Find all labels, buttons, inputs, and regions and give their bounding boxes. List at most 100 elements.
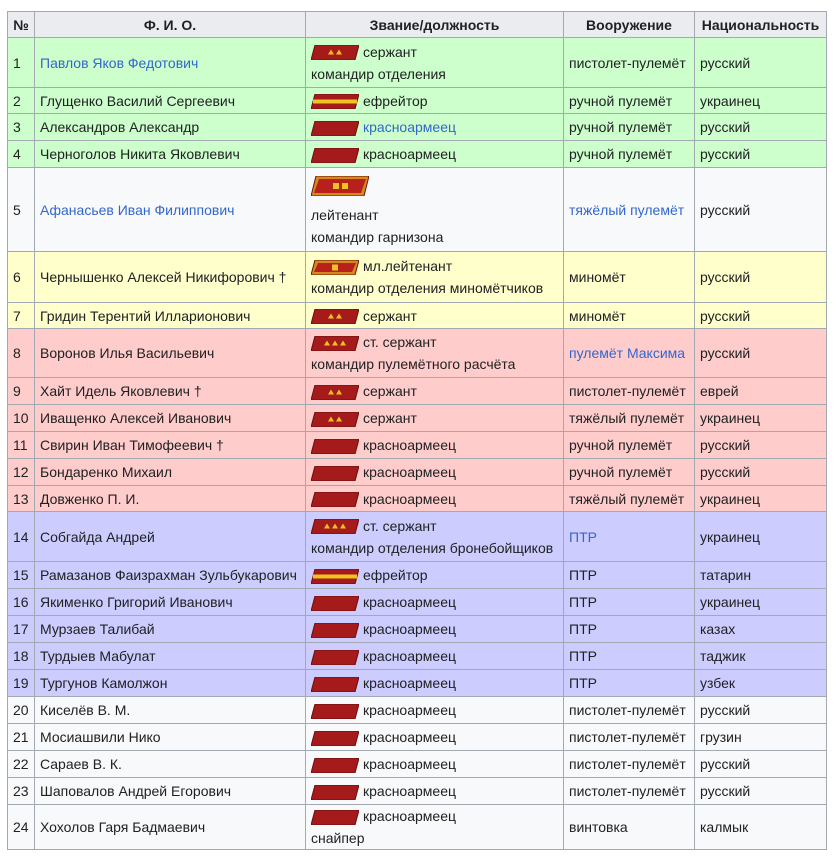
- column-header: №: [7, 11, 35, 38]
- name-cell: Мосиашвили Нико: [34, 723, 306, 751]
- name-cell: Глущенко Василий Сергеевич: [34, 87, 306, 114]
- weapon-cell: ручной пулемёт: [563, 113, 695, 141]
- rank-insignia: [310, 411, 360, 428]
- nationality: русский: [694, 777, 827, 805]
- rank-insignia: [310, 44, 360, 61]
- soldier-name: Тургунов Камолжон: [40, 675, 168, 691]
- weapon: пистолет-пулемёт: [569, 383, 686, 399]
- soldier-name: Глущенко Василий Сергеевич: [40, 92, 236, 109]
- soldier-name[interactable]: Афанасьев Иван Филиппович: [40, 201, 235, 218]
- column-header: Звание/должность: [305, 11, 564, 38]
- rank-cell: сержант командир отделения: [305, 37, 564, 88]
- weapon-cell: ручной пулемёт: [563, 458, 695, 486]
- row-number: 10: [7, 404, 35, 432]
- rank: красноармеец: [363, 808, 457, 824]
- nationality: русский: [694, 251, 827, 303]
- rank: мл.лейтенант: [363, 258, 453, 274]
- rank-cell: красноармеец: [305, 723, 564, 751]
- rank-insignia: [311, 175, 369, 196]
- rank-line: сержант: [310, 41, 558, 63]
- row-number: 22: [7, 750, 35, 778]
- rank: красноармеец: [363, 729, 457, 745]
- weapon-cell: ручной пулемёт: [563, 431, 695, 459]
- table-row: 19 Тургунов Камолжон красноармеец ПТР узбек: [7, 669, 827, 697]
- weapon: винтовка: [569, 819, 628, 835]
- rank: красноармеец: [363, 464, 457, 480]
- row-number: 12: [7, 458, 35, 486]
- rank-insignia: [310, 622, 360, 639]
- rank-cell: сержант: [305, 302, 564, 329]
- row-number: 2: [7, 87, 35, 114]
- rank-line: сержант: [310, 407, 558, 429]
- weapon: ПТР: [569, 675, 597, 691]
- rank: красноармеец: [363, 648, 457, 664]
- soldier-name: Сараев В. К.: [40, 756, 122, 772]
- table-row: 6 Чернышенко Алексей Никифорович † мл.лейт…: [7, 251, 827, 303]
- row-number: 18: [7, 642, 35, 670]
- rank-line: красноармеец: [310, 434, 558, 456]
- table-row: 9 Хайт Идель Яковлевич † сержант пистолет-п…: [7, 377, 827, 405]
- weapon: тяжёлый пулемёт: [569, 490, 685, 507]
- name-cell: Свирин Иван Тимофеевич †: [34, 431, 306, 459]
- position: командир пулемётного расчёта: [311, 356, 516, 372]
- rank: красноармеец: [363, 621, 457, 637]
- rank: красноармеец: [363, 783, 457, 799]
- rank-line: красноармеец: [310, 591, 558, 613]
- row-number: 4: [7, 140, 35, 168]
- rank-line: красноармеец: [310, 699, 558, 721]
- rank: сержант: [363, 43, 417, 60]
- rank-insignia: [310, 491, 360, 508]
- weapon[interactable]: тяжёлый пулемёт: [569, 201, 685, 218]
- name-cell: Якименко Григорий Иванович: [34, 588, 306, 616]
- rank-cell: сержант: [305, 377, 564, 405]
- rank-cell: красноармеец: [305, 777, 564, 805]
- soldier-name: Воронов Илья Васильевич: [40, 345, 215, 361]
- rank-cell: красноармеец: [305, 485, 564, 512]
- rank-cell: красноармеец: [305, 588, 564, 616]
- weapon: ПТР: [569, 648, 597, 664]
- rank: ст. сержант: [363, 334, 437, 350]
- weapon: пистолет-пулемёт: [569, 756, 686, 772]
- nationality: русский: [694, 302, 827, 329]
- row-number: 16: [7, 588, 35, 616]
- weapon: ПТР: [569, 594, 597, 610]
- rank-insignia: [310, 465, 360, 482]
- nationality: украинец: [694, 404, 827, 432]
- row-number: 14: [7, 511, 35, 562]
- name-cell: Сараев В. К.: [34, 750, 306, 778]
- rank-insignia: [310, 259, 360, 276]
- rank-line: лейтенант: [311, 175, 558, 226]
- table-row: 2 Глущенко Василий Сергеевич ефрейтор ручно…: [7, 87, 827, 114]
- rank-line: сержант: [310, 305, 558, 327]
- soldier-name: Довженко П. И.: [40, 490, 140, 507]
- row-number: 20: [7, 696, 35, 724]
- name-cell: Собгайда Андрей: [34, 511, 306, 562]
- table-row: 24 Хохолов Гаря Бадмаевич красноармеец снай…: [7, 804, 827, 850]
- rank-insignia: [310, 438, 360, 455]
- rank-cell: красноармеец: [305, 696, 564, 724]
- nationality: казах: [694, 615, 827, 643]
- weapon[interactable]: пулемёт Максима: [569, 345, 686, 361]
- weapon: миномёт: [569, 269, 626, 285]
- rank-cell: красноармеец: [305, 615, 564, 643]
- nationality: русский: [694, 696, 827, 724]
- soldier-name[interactable]: Павлов Яков Федотович: [40, 54, 199, 71]
- row-number: 1: [7, 37, 35, 88]
- weapon: тяжёлый пулемёт: [569, 410, 685, 426]
- rank[interactable]: красноармеец: [363, 119, 457, 135]
- table-row: 18 Турдыев Мабулат красноармеец ПТР таджик: [7, 642, 827, 670]
- rank-cell: красноармеец: [305, 140, 564, 168]
- position: командир отделения миномётчиков: [311, 280, 544, 296]
- nationality: украинец: [694, 588, 827, 616]
- nationality: грузин: [694, 723, 827, 751]
- weapon[interactable]: ПТР: [569, 528, 597, 545]
- rank: красноармеец: [363, 702, 457, 718]
- rank-cell: красноармеец: [305, 642, 564, 670]
- name-cell: Александров Александр: [34, 113, 306, 141]
- rank-insignia: [310, 568, 360, 585]
- soldier-name: Иващенко Алексей Иванович: [40, 410, 232, 426]
- weapon-cell: пистолет-пулемёт: [563, 696, 695, 724]
- rank-line: ст. сержант: [310, 331, 558, 353]
- weapon-cell: пистолет-пулемёт: [563, 37, 695, 88]
